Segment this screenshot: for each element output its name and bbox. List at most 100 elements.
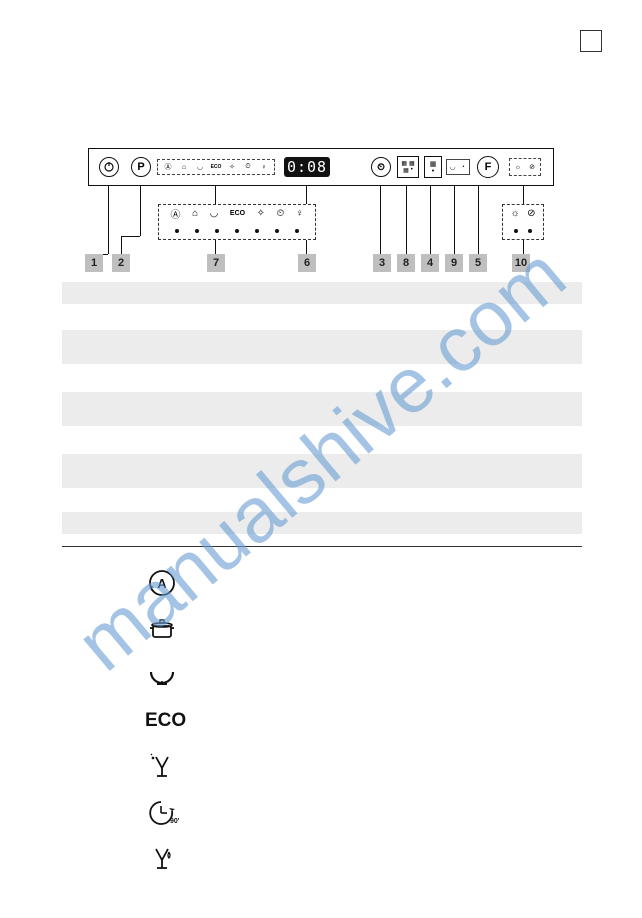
tablet-button[interactable]: ▦ •: [424, 156, 442, 178]
list-item-glass: [145, 744, 186, 790]
half-load-top-icons: ▦▦: [401, 160, 414, 167]
callout-marker-2: 2: [112, 254, 130, 272]
legend-glass-icon: ✧: [257, 208, 265, 219]
function-button[interactable]: F: [477, 156, 499, 178]
list-item-pot: [145, 606, 186, 652]
leader-line: [406, 186, 407, 254]
content-placeholder-bar: [62, 454, 582, 488]
power-button[interactable]: [99, 157, 119, 177]
time-display: 0:08: [284, 157, 330, 177]
leader-line: [523, 240, 524, 254]
legend-eco-icon: ECO: [230, 210, 245, 217]
mini-rinse-icon: ♀: [258, 164, 270, 171]
clock-90-icon: 90': [145, 796, 179, 830]
callout-marker-8: 8: [397, 254, 415, 272]
extra-legend-box: ☼ ⊘: [502, 204, 544, 240]
half-load-button[interactable]: ▦▦ ▦•: [397, 156, 419, 178]
extra-legend-icons: ☼ ⊘: [503, 205, 543, 222]
content-placeholder-bar: [62, 512, 582, 534]
program-legend-box: Ⓐ ⌂ ◡ ECO ✧ ⏲ ♀: [158, 204, 316, 240]
mini-glass-icon: ✧: [226, 163, 238, 171]
legend-pot-icon: ⌂: [192, 208, 198, 219]
content-placeholder-bar: [62, 282, 582, 304]
leader-line: [140, 186, 141, 236]
leader-line: [215, 186, 216, 204]
control-panel: P Ⓐ ⌂ ◡ ECO ✧ ⏲ ♀ 0:08 ⏲ ▦▦ ▦• ▦ • ◡ • F…: [88, 148, 554, 186]
extra-options-box: ☼ ⊘: [509, 158, 541, 176]
legend-dot: [514, 229, 518, 233]
legend-dot: [215, 229, 219, 233]
callout-marker-10: 10: [512, 254, 530, 272]
leader-line: [380, 186, 381, 254]
legend-dot: [295, 229, 299, 233]
section-divider: [62, 546, 582, 547]
content-placeholder-bar: [62, 392, 582, 426]
pot-icon: [145, 612, 179, 646]
tablet-top-icon: ▦: [430, 160, 437, 168]
tablet-bottom-dot: •: [432, 168, 434, 175]
leader-line: [454, 186, 455, 254]
extra-legend-dots: [503, 222, 543, 239]
legend-rinse-icon: ♀: [296, 208, 304, 219]
zone-wash-button[interactable]: ◡ •: [446, 159, 470, 175]
leader-line: [121, 236, 122, 254]
power-icon: [103, 161, 115, 173]
glass-icon: [145, 750, 179, 784]
leader-line: [121, 236, 140, 237]
leader-line: [108, 186, 109, 254]
legend-light-icon: ☼: [510, 208, 519, 219]
list-item-clock90: 90': [145, 790, 186, 836]
leader-line: [523, 186, 524, 204]
legend-dot: [255, 229, 259, 233]
auto-icon: A: [145, 566, 179, 600]
legend-dot: [235, 229, 239, 233]
callout-marker-6: 6: [298, 254, 316, 272]
callout-marker-7: 7: [207, 254, 225, 272]
leader-line: [478, 186, 479, 254]
zone-wash-dot: •: [458, 164, 469, 170]
mini-auto-icon: Ⓐ: [162, 162, 174, 172]
page-number-box: [580, 30, 602, 52]
rinse-glass-icon: [145, 842, 179, 876]
delay-button[interactable]: ⏲: [371, 157, 391, 177]
light-icon: ☼: [512, 164, 524, 171]
callout-marker-5: 5: [469, 254, 487, 272]
callout-marker-9: 9: [445, 254, 463, 272]
legend-sanitize-icon: ⊘: [527, 208, 535, 219]
bowl-icon: [145, 658, 179, 692]
callout-marker-4: 4: [421, 254, 439, 272]
program-legend-dots: [159, 222, 315, 239]
list-item-auto: A: [145, 560, 186, 606]
mini-pot-icon: ⌂: [178, 164, 190, 171]
list-item-rinse: [145, 836, 186, 882]
callout-marker-1: 1: [85, 254, 103, 272]
mini-clock-icon: ⏲: [242, 163, 254, 171]
legend-dot: [175, 229, 179, 233]
svg-text:90': 90': [170, 818, 179, 825]
program-icons-row: Ⓐ ⌂ ◡ ECO ✧ ⏲ ♀: [157, 159, 275, 175]
zone-wash-icon: ◡: [447, 163, 458, 171]
program-legend-icons: Ⓐ ⌂ ◡ ECO ✧ ⏲ ♀: [159, 205, 315, 222]
legend-dot: [195, 229, 199, 233]
legend-clock-icon: ⏲: [277, 208, 285, 219]
legend-dot: [528, 229, 532, 233]
sanitize-icon: ⊘: [526, 163, 538, 171]
list-item-eco: ECO: [145, 698, 186, 744]
callout-marker-3: 3: [373, 254, 391, 272]
list-item-bowl: [145, 652, 186, 698]
legend-bowl-icon: ◡: [210, 208, 219, 219]
function-button-label: F: [485, 161, 492, 173]
leader-line: [215, 240, 216, 254]
legend-dot: [275, 229, 279, 233]
content-placeholder-bar: [62, 330, 582, 364]
mini-bowl-icon: ◡: [194, 163, 206, 171]
half-load-bottom-icons: ▦•: [403, 167, 413, 174]
legend-auto-icon: Ⓐ: [171, 206, 181, 221]
program-button-label: P: [137, 161, 144, 173]
svg-text:A: A: [157, 576, 167, 591]
eco-icon: ECO: [145, 710, 186, 732]
program-icon-list: A ECO 90: [145, 560, 186, 882]
program-button[interactable]: P: [131, 157, 151, 177]
mini-eco-icon: ECO: [210, 164, 222, 170]
clock-icon: ⏲: [377, 162, 385, 173]
